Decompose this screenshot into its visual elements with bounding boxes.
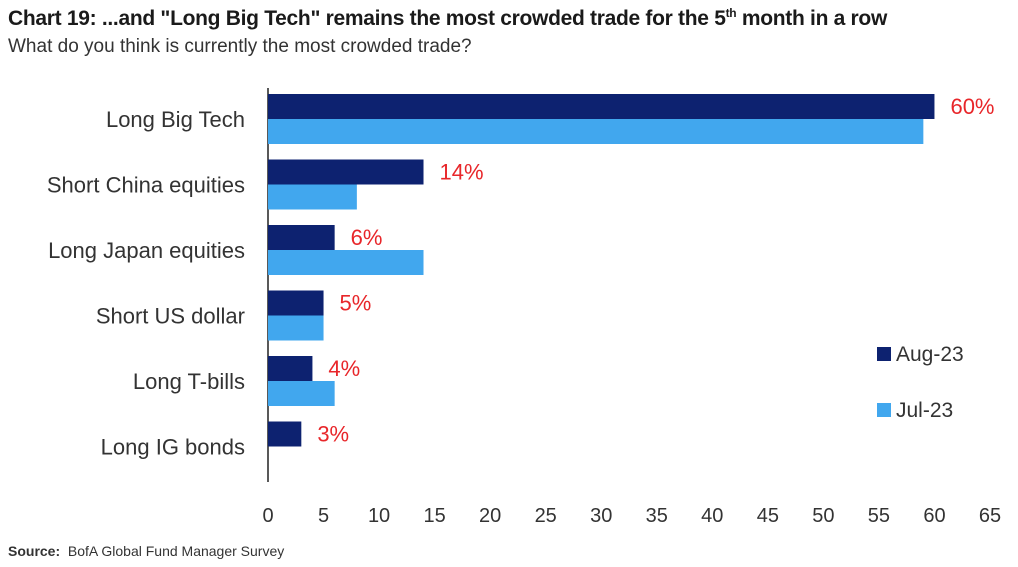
x-tick-label: 45 (757, 505, 779, 527)
x-tick-label: 30 (590, 505, 612, 527)
x-tick-label: 25 (535, 505, 557, 527)
source-note: Source: BofA Global Fund Manager Survey (8, 543, 284, 559)
bar-aug-23-4 (268, 290, 324, 316)
category-label: Short US dollar (96, 304, 245, 329)
x-tick-label: 65 (979, 505, 1001, 527)
category-label: Long Japan equities (48, 238, 245, 263)
x-tick-label: 20 (479, 505, 501, 527)
source-label: Source: (8, 543, 61, 559)
legend-label-aug-23: Aug-23 (896, 343, 964, 366)
x-tick-label: 40 (701, 505, 723, 527)
x-tick-label: 60 (923, 505, 945, 527)
bar-jul-23-4 (268, 315, 324, 341)
bar-aug-23-5 (268, 356, 313, 381)
data-label: 5% (340, 291, 372, 316)
x-tick-label: 50 (812, 505, 834, 527)
x-tick-label: 10 (368, 505, 390, 527)
bar-aug-23-1 (268, 94, 935, 119)
legend-swatch-aug-23 (877, 347, 891, 361)
data-label: 3% (317, 422, 349, 447)
data-label: 4% (328, 356, 360, 381)
category-label: Long IG bonds (101, 435, 245, 460)
legend-swatch-jul-23 (877, 403, 891, 417)
chart-title-end: month in a row (736, 7, 887, 30)
bar-jul-23-3 (268, 250, 424, 275)
category-label: Short China equities (47, 173, 245, 198)
data-label: 6% (351, 225, 383, 250)
category-label: Long Big Tech (106, 107, 245, 132)
bar-jul-23-5 (268, 381, 335, 406)
source-text: BofA Global Fund Manager Survey (67, 543, 285, 559)
chart-title-superscript: th (725, 6, 737, 20)
x-tick-label: 35 (646, 505, 668, 527)
x-tick-label: 5 (318, 505, 329, 527)
x-tick-label: 15 (423, 505, 445, 527)
category-label: Long T-bills (133, 369, 245, 394)
data-label: 60% (950, 94, 994, 119)
x-tick-label: 55 (868, 505, 890, 527)
bar-aug-23-6 (268, 421, 302, 447)
x-tick-label: 0 (262, 505, 273, 527)
bar-aug-23-3 (268, 225, 335, 250)
legend-label-jul-23: Jul-23 (896, 399, 953, 422)
data-label: 14% (440, 160, 484, 185)
bar-aug-23-2 (268, 159, 424, 185)
chart-subtitle: What do you think is currently the most … (8, 36, 472, 57)
bar-jul-23-1 (268, 119, 924, 144)
bar-jul-23-2 (268, 184, 357, 210)
chart-title-main: Chart 19: ...and "Long Big Tech" remains… (8, 7, 726, 30)
chart-title: Chart 19: ...and "Long Big Tech" remains… (8, 6, 887, 31)
